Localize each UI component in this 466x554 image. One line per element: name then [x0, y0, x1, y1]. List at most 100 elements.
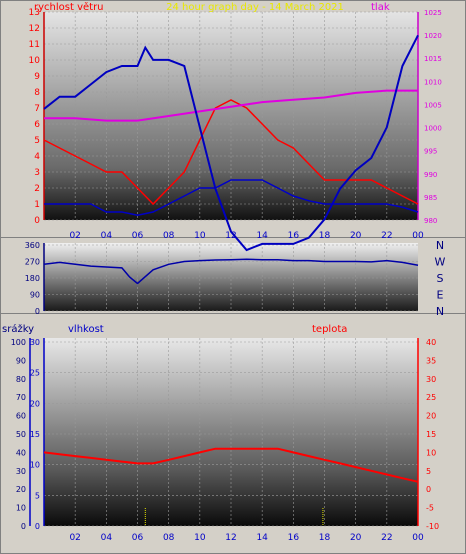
- precip-tick-label: 10: [16, 504, 26, 513]
- direction-tick-label: 360: [25, 241, 40, 250]
- time-tick-label: 20: [350, 533, 362, 543]
- wind-speed-tick-label: 12: [29, 24, 40, 34]
- wind-speed-tick-label: 13: [29, 8, 40, 18]
- time-tick-label: 16: [288, 231, 300, 241]
- wind-average-series: [44, 179, 419, 216]
- precip-axis-label: srážky: [2, 323, 34, 335]
- precip-tick-label: 80: [16, 375, 26, 384]
- precip-tick-label: 20: [16, 485, 26, 494]
- time-tick-label: 18: [319, 231, 331, 241]
- precip-tick-label: 90: [16, 356, 26, 365]
- precip-tick-label: 100: [11, 338, 26, 347]
- time-tick-label: 16: [288, 533, 300, 543]
- wind-speed-tick-label: 8: [34, 88, 40, 98]
- direction-tick-label: 90: [30, 291, 40, 300]
- wind-speed-tick-label: 10: [29, 56, 41, 66]
- wind-speed-tick-label: 7: [34, 104, 40, 114]
- humidity-tick-label: 5: [35, 491, 40, 500]
- time-tick-label: 10: [194, 231, 206, 241]
- humidity-tick-label: 25: [30, 369, 40, 378]
- wind-speed-tick-label: 2: [34, 184, 40, 194]
- time-tick-label: 12: [225, 231, 236, 241]
- wind-axis-label: rychlost větru: [34, 1, 104, 13]
- direction-tick-label: 0: [35, 307, 40, 316]
- time-tick-label: 12: [225, 533, 236, 543]
- time-tick-label: 00: [412, 533, 424, 543]
- time-tick-label: 14: [256, 231, 268, 241]
- direction-tick-label: 180: [25, 274, 40, 283]
- temperature-series: [43, 447, 419, 483]
- compass-label: S: [437, 272, 444, 285]
- compass-label: E: [437, 289, 444, 302]
- wind-speed-tick-label: 6: [34, 120, 40, 130]
- temp-humidity-gridlines: [44, 338, 418, 527]
- time-tick-label: 20: [350, 231, 362, 241]
- wind-time-ticks: 02 04 06 08 10 12 14 16 18 20 22 00: [69, 231, 424, 241]
- time-tick-label: 02: [69, 231, 80, 241]
- humidity-axis-label: vlhkost: [68, 324, 104, 335]
- temperature-tick-label: 30: [426, 375, 436, 384]
- time-tick-label: 06: [132, 231, 144, 241]
- temperature-tick-label: 5: [426, 467, 431, 476]
- pressure-tick-label: 990: [424, 171, 437, 179]
- precip-tick-label: 70: [16, 393, 26, 402]
- direction-degree-ticks: 0 90 180 270 360: [25, 241, 40, 316]
- pressure-tick-label: 1025: [424, 9, 442, 17]
- precip-tick-label: 50: [16, 430, 26, 439]
- humidity-series: [43, 34, 419, 252]
- temperature-tick-label: -5: [426, 504, 434, 513]
- temperature-tick-label: 20: [426, 412, 436, 421]
- humidity-tick-label: 15: [30, 430, 40, 439]
- time-tick-label: 14: [256, 533, 268, 543]
- pressure-tick-label: 1010: [424, 78, 442, 86]
- temperature-tick-label: 40: [426, 338, 436, 347]
- wind-gridlines: [44, 11, 418, 221]
- humidity-tick-label: 0: [35, 522, 40, 531]
- compass-label: N: [436, 305, 444, 318]
- temperature-tick-label: 10: [426, 448, 436, 457]
- compass-label: W: [435, 256, 446, 269]
- temperature-tick-label: -10: [426, 522, 439, 531]
- pressure-tick-label: 1005: [424, 101, 442, 109]
- pressure-ticks: 980 985 990 995 1000 1005 1010 1015 1020 1025: [424, 9, 442, 225]
- temperature-tick-label: 35: [426, 356, 436, 365]
- time-tick-label: 04: [101, 231, 113, 241]
- temperature-tick-label: 15: [426, 430, 436, 439]
- precip-tick-label: 30: [16, 467, 26, 476]
- wind-speed-tick-label: 0: [34, 216, 40, 226]
- wind-direction-series: [43, 258, 419, 285]
- wind-speed-tick-label: 11: [29, 40, 40, 50]
- pressure-tick-label: 985: [424, 194, 437, 202]
- temperature-tick-label: 25: [426, 393, 436, 402]
- compass-label: N: [436, 239, 444, 252]
- precip-tick-label: 60: [16, 412, 26, 421]
- wind-speed-tick-label: 3: [34, 168, 40, 178]
- wind-gust-series: [43, 99, 419, 206]
- wind-speed-tick-label: 5: [34, 136, 40, 146]
- temperature-axis-label: teplota: [312, 324, 347, 335]
- time-tick-label: 08: [163, 231, 175, 241]
- time-tick-label: 08: [163, 533, 175, 543]
- pressure-axis-label: tlak: [371, 2, 390, 13]
- precip-marks: [144, 508, 324, 526]
- humidity-tick-label: 10: [30, 461, 40, 470]
- time-tick-label: 10: [194, 533, 206, 543]
- time-tick-label: 00: [412, 231, 424, 241]
- pressure-tick-label: 1020: [424, 32, 442, 40]
- wind-speed-tick-label: 9: [34, 72, 40, 82]
- temperature-ticks: -10 -5 0 5 10 15 20 25 30 35 40: [426, 338, 439, 531]
- pressure-series: [44, 89, 418, 122]
- temp-humidity-time-ticks: 02 04 06 08 10 12 14 16 18 20 22 00: [69, 533, 424, 543]
- direction-gridlines: [44, 243, 418, 312]
- humidity-tick-label: 20: [30, 399, 40, 408]
- pressure-tick-label: 995: [424, 148, 437, 156]
- precip-ticks: 0 10 20 30 40 50 60 70 80 90 100: [11, 338, 26, 531]
- time-tick-label: 04: [101, 533, 113, 543]
- pressure-tick-label: 1015: [424, 55, 442, 63]
- humidity-ticks: 0 5 10 15 20 25 30: [30, 338, 40, 531]
- time-tick-label: 22: [381, 533, 392, 543]
- time-tick-label: 18: [319, 533, 331, 543]
